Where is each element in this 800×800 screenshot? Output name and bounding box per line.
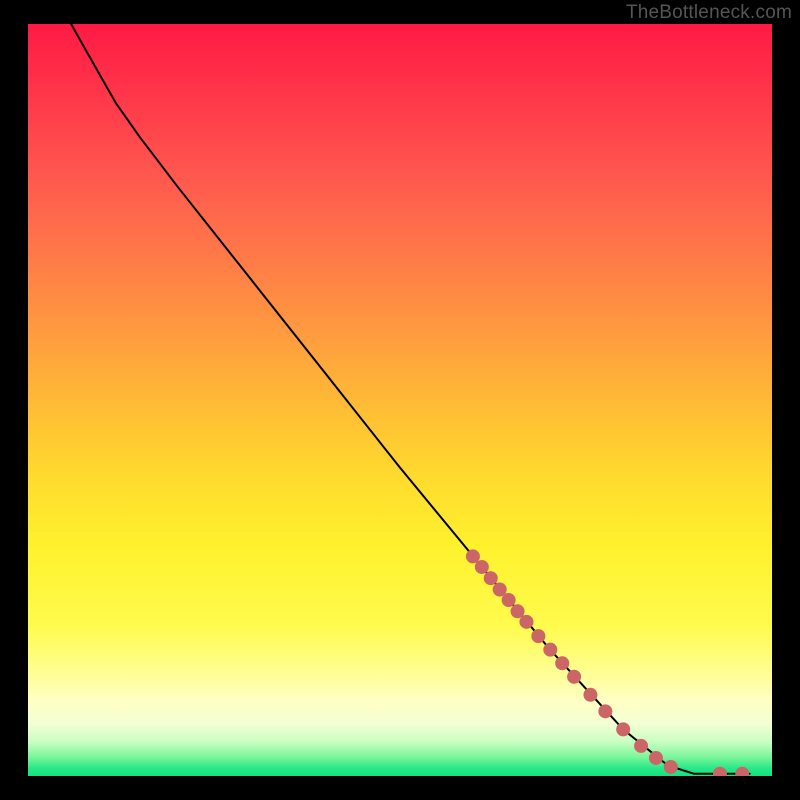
data-point-marker — [502, 593, 516, 607]
data-point-marker — [484, 571, 498, 585]
curve-layer — [28, 24, 772, 776]
data-point-marker — [735, 767, 749, 776]
data-point-marker — [649, 751, 663, 765]
data-point-marker — [519, 615, 533, 629]
data-point-marker — [475, 560, 489, 574]
plot-area — [28, 24, 772, 776]
data-point-marker — [616, 722, 630, 736]
bottleneck-curve — [71, 24, 750, 774]
data-point-marker — [531, 629, 545, 643]
data-point-marker — [543, 643, 557, 657]
data-point-marker — [598, 704, 612, 718]
watermark-text: TheBottleneck.com — [626, 2, 792, 24]
data-point-marker — [664, 760, 678, 774]
data-point-marker — [583, 688, 597, 702]
data-point-marker — [713, 767, 727, 776]
data-point-marker — [555, 656, 569, 670]
data-point-marker — [634, 739, 648, 753]
data-point-marker — [567, 670, 581, 684]
